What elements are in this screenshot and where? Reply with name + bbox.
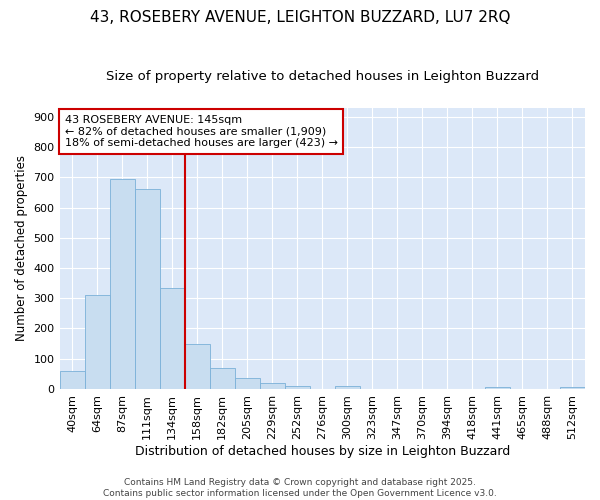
Text: 43, ROSEBERY AVENUE, LEIGHTON BUZZARD, LU7 2RQ: 43, ROSEBERY AVENUE, LEIGHTON BUZZARD, L… [90, 10, 510, 25]
Title: Size of property relative to detached houses in Leighton Buzzard: Size of property relative to detached ho… [106, 70, 539, 83]
Bar [485, 388, 510, 389]
Bar [335, 386, 360, 389]
Bar [209, 368, 235, 389]
Bar [59, 371, 85, 389]
Y-axis label: Number of detached properties: Number of detached properties [15, 156, 28, 342]
Bar [285, 386, 310, 389]
Bar [235, 378, 260, 389]
Bar [185, 344, 209, 389]
Text: Contains HM Land Registry data © Crown copyright and database right 2025.
Contai: Contains HM Land Registry data © Crown c… [103, 478, 497, 498]
Text: 43 ROSEBERY AVENUE: 145sqm
← 82% of detached houses are smaller (1,909)
18% of s: 43 ROSEBERY AVENUE: 145sqm ← 82% of deta… [65, 115, 338, 148]
Bar [134, 190, 160, 389]
Bar [110, 179, 134, 389]
Bar [260, 383, 285, 389]
Bar [85, 295, 110, 389]
X-axis label: Distribution of detached houses by size in Leighton Buzzard: Distribution of detached houses by size … [134, 444, 510, 458]
Bar [560, 388, 585, 389]
Bar [160, 288, 185, 389]
